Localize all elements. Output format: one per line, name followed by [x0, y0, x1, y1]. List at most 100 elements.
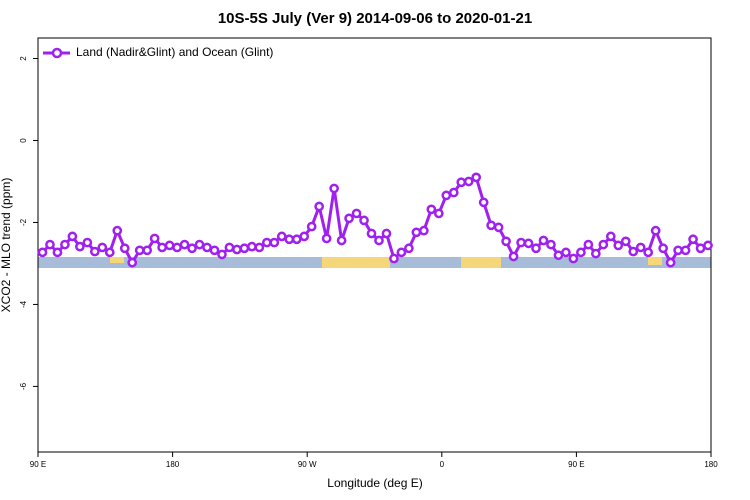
- series-point: [374, 235, 384, 246]
- series-point: [75, 241, 85, 252]
- series-point: [605, 231, 616, 242]
- series-point: [695, 243, 706, 254]
- series-point: [688, 234, 698, 245]
- series-point: [665, 257, 676, 268]
- series-point: [366, 228, 377, 239]
- series-point: [628, 246, 639, 257]
- series-point: [336, 235, 347, 246]
- series-point: [134, 245, 145, 256]
- series-point: [620, 236, 631, 247]
- series-point: [448, 187, 459, 198]
- series-point: [224, 242, 235, 253]
- series-point: [269, 237, 280, 248]
- plot-frame: [37, 37, 712, 453]
- series-point: [561, 247, 571, 258]
- x-tick-label: 90 W: [298, 460, 317, 469]
- series-point: [254, 242, 265, 253]
- series-point: [381, 228, 392, 239]
- series-point: [433, 208, 444, 219]
- series-point: [104, 247, 115, 258]
- series-point: [523, 238, 534, 249]
- series-point: [119, 243, 130, 254]
- series-point: [60, 239, 70, 250]
- land-band: [461, 257, 501, 268]
- series-point: [52, 247, 63, 258]
- series-point: [112, 225, 123, 236]
- series-point: [598, 239, 609, 250]
- series-point: [194, 239, 205, 250]
- series-point: [396, 247, 407, 258]
- series-point: [97, 242, 108, 253]
- x-tick-label: 90 E: [30, 460, 46, 469]
- series-point: [553, 250, 564, 261]
- series-point: [486, 220, 497, 231]
- series-point: [329, 183, 339, 194]
- series-point: [142, 245, 153, 256]
- series-point: [45, 239, 55, 250]
- series-point: [351, 208, 362, 219]
- series-point: [89, 246, 100, 257]
- series-point: [172, 242, 182, 253]
- legend-label: Land (Nadir&Glint) and Ocean (Glint): [76, 45, 273, 59]
- chart-title: 10S-5S July (Ver 9) 2014-09-06 to 2020-0…: [218, 10, 532, 27]
- series-point: [576, 247, 586, 258]
- series-point: [673, 245, 683, 256]
- series-point: [643, 247, 654, 258]
- series-point: [67, 231, 78, 242]
- series-point: [239, 243, 250, 254]
- series-point: [202, 242, 212, 253]
- x-tick-label: 180: [166, 460, 180, 469]
- series-point: [508, 251, 519, 262]
- series-point: [568, 253, 579, 264]
- series-point: [703, 240, 713, 251]
- series-point: [149, 233, 160, 244]
- y-tick-label: 2: [19, 56, 28, 61]
- series-point: [411, 227, 422, 238]
- series-point: [37, 247, 48, 258]
- x-axis-label: Longitude (deg E): [327, 476, 422, 490]
- series-point: [463, 176, 474, 187]
- series-point: [321, 233, 332, 244]
- series-point: [531, 243, 541, 254]
- legend-marker: [51, 47, 63, 59]
- series-point: [82, 237, 93, 248]
- series-point: [157, 242, 167, 253]
- y-tick-label: -6: [19, 382, 28, 390]
- x-tick-label: 0: [440, 460, 445, 469]
- series-point: [456, 177, 467, 188]
- series-point: [538, 235, 549, 246]
- series-point: [359, 215, 369, 226]
- land-band: [322, 257, 390, 268]
- series-point: [179, 239, 190, 250]
- series-point: [276, 231, 287, 242]
- series-point: [389, 253, 399, 264]
- series-point: [650, 225, 661, 236]
- series-point: [471, 172, 482, 183]
- series-point: [590, 248, 601, 259]
- series-point: [493, 222, 504, 233]
- series-point: [419, 225, 429, 236]
- series-point: [478, 197, 489, 208]
- series-point: [613, 240, 624, 251]
- series-point: [247, 241, 257, 252]
- y-tick-label: 0: [19, 138, 28, 143]
- map-strip: [38, 257, 711, 268]
- y-axis-label: XCO2 - MLO trend (ppm): [0, 178, 13, 313]
- series-point: [583, 239, 594, 250]
- series-point: [426, 204, 437, 215]
- series-point: [635, 242, 646, 253]
- series-point: [232, 244, 242, 255]
- series-point: [546, 239, 556, 250]
- series-point: [501, 236, 511, 247]
- y-tick-label: -4: [19, 300, 28, 308]
- series-point: [680, 245, 691, 256]
- series-point: [299, 231, 310, 242]
- series-point: [209, 245, 220, 256]
- series-point: [217, 249, 227, 260]
- series-point: [314, 201, 325, 212]
- series-point: [291, 234, 302, 245]
- x-tick-label: 90 E: [568, 460, 584, 469]
- land-band: [648, 257, 662, 265]
- series-point: [404, 243, 414, 254]
